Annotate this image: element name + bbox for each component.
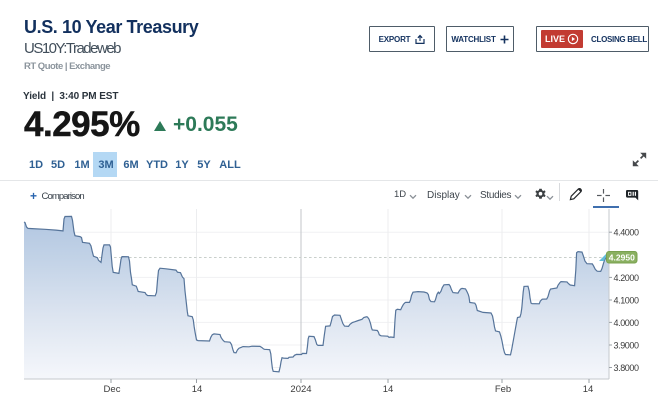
svg-text:4.2950: 4.2950 <box>609 252 635 262</box>
svg-text:14: 14 <box>192 384 203 395</box>
svg-text:2024: 2024 <box>290 384 311 395</box>
svg-text:Feb: Feb <box>495 384 511 395</box>
svg-text:3.8000: 3.8000 <box>614 363 640 373</box>
svg-text:4.2000: 4.2000 <box>614 273 640 283</box>
svg-text:4.4000: 4.4000 <box>614 227 640 237</box>
svg-text:Dec: Dec <box>104 384 121 395</box>
svg-text:4.1000: 4.1000 <box>614 296 640 306</box>
svg-text:14: 14 <box>583 384 594 395</box>
svg-text:4.0000: 4.0000 <box>614 318 640 328</box>
svg-text:14: 14 <box>383 384 394 395</box>
svg-text:3.9000: 3.9000 <box>614 341 640 351</box>
